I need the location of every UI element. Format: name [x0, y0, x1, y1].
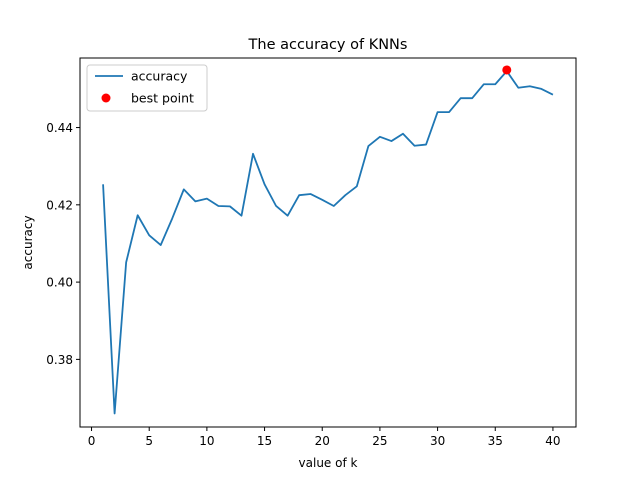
x-tick-label: 20	[315, 434, 330, 448]
legend-accuracy-label: accuracy	[131, 69, 188, 84]
x-tick-label: 30	[430, 434, 445, 448]
y-tick-label: 0.44	[46, 121, 73, 135]
legend-best-point-label: best point	[131, 91, 194, 106]
x-tick-label: 5	[145, 434, 153, 448]
y-tick-label: 0.38	[46, 353, 73, 367]
best-point-marker	[502, 65, 512, 75]
plot-area	[102, 65, 554, 415]
y-axis: 0.38 0.40 0.42 0.44	[46, 121, 80, 367]
axes-frame	[79, 57, 577, 428]
chart-title: The accuracy of KNNs	[248, 37, 408, 53]
legend-best-point-marker-icon	[101, 93, 111, 103]
x-tick-label: 0	[88, 434, 96, 448]
x-tick-label: 10	[199, 434, 214, 448]
accuracy-series-line	[102, 70, 554, 415]
x-tick-label: 40	[545, 434, 560, 448]
x-axis: 0 5 10 15 20 25 30 35 40	[88, 427, 561, 448]
y-axis-label: accuracy	[21, 215, 35, 269]
x-tick-label: 15	[257, 434, 272, 448]
x-axis-label: value of k	[299, 456, 358, 470]
y-tick-label: 0.40	[46, 276, 73, 290]
x-tick-label: 25	[372, 434, 387, 448]
x-tick-label: 35	[488, 434, 503, 448]
legend: accuracy best point	[86, 64, 208, 112]
y-tick-label: 0.42	[46, 198, 73, 212]
